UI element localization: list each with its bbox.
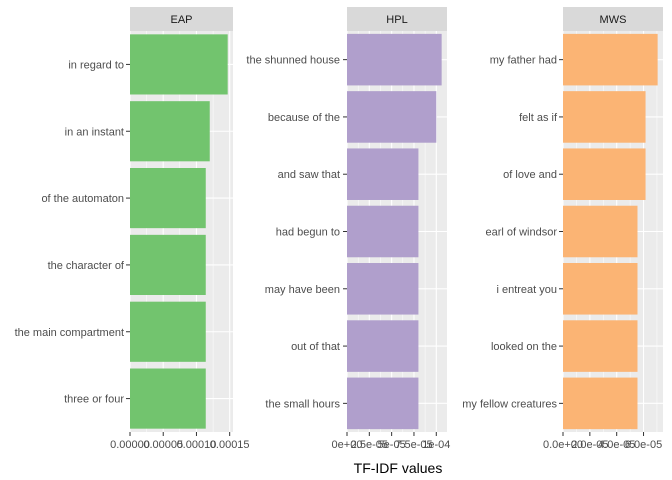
category-label: my father had xyxy=(490,55,557,67)
panel-background xyxy=(130,31,233,432)
category-label: the small hours xyxy=(265,398,340,410)
category-label: looked on the xyxy=(491,341,557,353)
category-label: in an instant xyxy=(65,126,124,138)
category-label: my fellow creatures xyxy=(462,398,557,410)
x-tick-label: 0.0e+00 xyxy=(543,439,583,451)
category-label: felt as if xyxy=(519,112,558,124)
x-tick-label: 2.0e-05 xyxy=(571,439,608,451)
bar xyxy=(347,33,442,86)
bar xyxy=(347,148,419,200)
category-label: may have been xyxy=(265,284,340,296)
facet-strip-label: MWS xyxy=(600,14,627,26)
category-label: and saw that xyxy=(278,169,340,181)
bar xyxy=(563,148,646,200)
bar xyxy=(563,33,658,86)
facet-strip xyxy=(347,7,447,31)
x-tick-label: 0.00010 xyxy=(177,439,217,451)
x-tick-label: 6.0e-05 xyxy=(625,439,662,451)
x-tick-label: 5e-05 xyxy=(378,439,406,451)
category-label: i entreat you xyxy=(496,284,557,296)
facet-strip-label: EAP xyxy=(170,14,192,26)
x-tick-label: 7.5e-05 xyxy=(395,439,432,451)
facet-strip-label: HPL xyxy=(386,14,407,26)
x-tick-label: 4.0e-05 xyxy=(598,439,635,451)
category-label: had begun to xyxy=(276,227,340,239)
x-tick-label: 0.00005 xyxy=(143,439,183,451)
category-label: three or four xyxy=(64,394,124,406)
category-label: the main compartment xyxy=(15,327,124,339)
bar xyxy=(347,91,437,143)
facet-panel-mws: MWS 0.0e+002.0e-054.0e-056.0e-05 my father… xyxy=(462,7,663,451)
category-label: because of the xyxy=(268,112,340,124)
category-label: earl of windsor xyxy=(485,227,557,239)
category-label: out of that xyxy=(291,341,340,353)
bar xyxy=(563,263,638,315)
bar xyxy=(563,205,638,258)
facet-strip xyxy=(130,7,233,31)
x-tick-label: 0e+00 xyxy=(332,439,363,451)
bar xyxy=(130,234,206,295)
category-label: in regard to xyxy=(68,59,124,71)
bar xyxy=(347,205,419,258)
category-label: of the automaton xyxy=(41,193,124,205)
bar xyxy=(563,91,646,143)
bar xyxy=(130,168,206,229)
bar xyxy=(563,320,638,372)
bar xyxy=(130,368,206,429)
bar xyxy=(347,263,419,315)
facet-strip xyxy=(563,7,663,31)
category-label: the character of xyxy=(48,260,125,272)
x-tick-label: 0.00000 xyxy=(110,439,150,451)
bar xyxy=(130,301,206,362)
bar xyxy=(347,320,419,372)
bar xyxy=(130,34,228,95)
x-tick-label: 1e-04 xyxy=(422,439,450,451)
x-tick-label: 0.00015 xyxy=(210,439,250,451)
category-label: the shunned house xyxy=(246,55,340,67)
bar xyxy=(347,377,419,430)
bar xyxy=(130,101,210,162)
x-axis-title: TF-IDF values xyxy=(354,460,443,476)
x-tick-label: 2.5e-05 xyxy=(351,439,388,451)
bar xyxy=(563,377,638,430)
category-label: of love and xyxy=(503,169,557,181)
